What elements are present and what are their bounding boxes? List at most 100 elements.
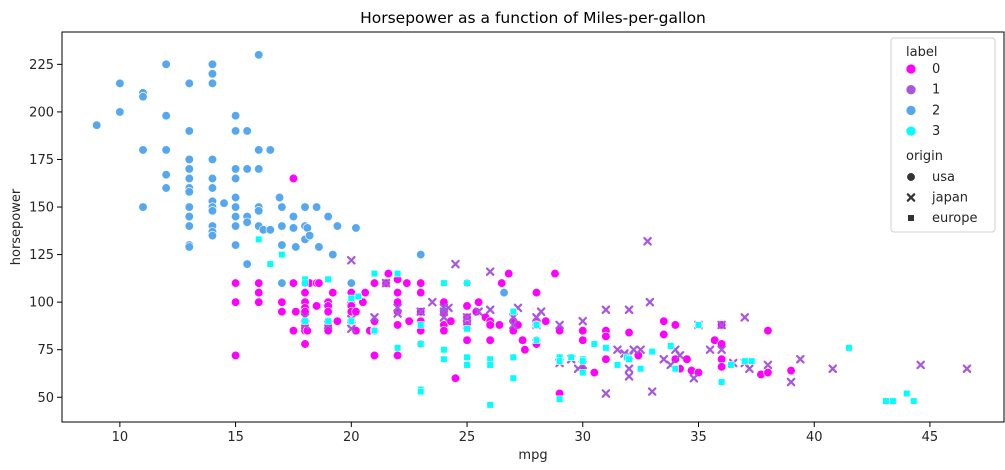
x-tick-label: 45 bbox=[922, 430, 939, 445]
data-point-label-0 bbox=[328, 287, 338, 298]
data-point-label-0 bbox=[624, 327, 634, 338]
data-point-label-1 bbox=[629, 345, 638, 355]
data-point-label-3 bbox=[394, 270, 402, 278]
data-point-label-2 bbox=[230, 221, 241, 231]
data-point-label-0 bbox=[485, 320, 495, 330]
data-point-label-3 bbox=[417, 340, 425, 348]
x-tick-label: 25 bbox=[459, 430, 476, 445]
data-point-label-0 bbox=[323, 307, 333, 317]
data-point-label-2 bbox=[254, 206, 264, 216]
data-point-label-2 bbox=[115, 107, 125, 117]
y-axis: 50 75 100 125 150 175 200 225 bbox=[29, 58, 62, 406]
data-point-label-3 bbox=[370, 270, 379, 278]
data-point-label-3 bbox=[463, 353, 471, 361]
data-point-label-2 bbox=[207, 206, 218, 216]
x-tick-label: 20 bbox=[343, 430, 360, 445]
data-point-label-0 bbox=[277, 297, 287, 307]
data-point-label-3 bbox=[417, 387, 425, 396]
data-point-label-0 bbox=[300, 339, 310, 349]
data-point-label-1 bbox=[763, 360, 773, 370]
data-point-label-0 bbox=[277, 307, 287, 317]
data-point-label-1 bbox=[462, 313, 472, 322]
data-point-label-2 bbox=[184, 221, 194, 231]
data-point-label-2 bbox=[184, 173, 194, 184]
data-point-label-0 bbox=[520, 345, 530, 355]
data-point-label-1 bbox=[624, 372, 634, 381]
x-axis-label: mpg bbox=[518, 448, 547, 463]
data-point-label-0 bbox=[311, 301, 322, 311]
data-point-label-3 bbox=[741, 357, 749, 365]
data-point-label-1 bbox=[439, 313, 449, 322]
data-point-label-0 bbox=[288, 326, 299, 336]
data-point-label-3 bbox=[845, 344, 853, 352]
data-point-label-1 bbox=[705, 345, 715, 355]
data-point-label-3 bbox=[727, 361, 735, 369]
data-point-label-2 bbox=[92, 120, 102, 130]
data-point-label-1 bbox=[347, 255, 356, 265]
y-tick-label: 225 bbox=[29, 58, 54, 73]
legend-hue-marker bbox=[905, 63, 917, 75]
data-point-label-0 bbox=[351, 326, 361, 336]
data-point-label-3 bbox=[613, 361, 622, 369]
data-point-label-2 bbox=[277, 278, 287, 288]
data-point-label-3 bbox=[590, 340, 598, 348]
legend-hue-title: label bbox=[906, 45, 937, 60]
data-point-label-0 bbox=[230, 297, 241, 307]
data-point-label-3 bbox=[556, 357, 564, 365]
data-point-label-2 bbox=[230, 202, 241, 212]
data-point-label-0 bbox=[763, 367, 773, 378]
data-point-label-1 bbox=[451, 259, 460, 269]
data-point-label-1 bbox=[601, 389, 611, 398]
y-axis-label: horsepower bbox=[9, 188, 24, 265]
data-point-label-2 bbox=[207, 230, 218, 241]
data-point-label-3 bbox=[509, 308, 517, 316]
y-tick-label: 125 bbox=[29, 248, 54, 263]
data-point-label-1 bbox=[717, 320, 726, 330]
y-tick-label: 200 bbox=[29, 105, 54, 120]
x-tick-label: 10 bbox=[112, 430, 129, 445]
data-point-label-3 bbox=[354, 292, 362, 301]
data-point-label-0 bbox=[589, 367, 599, 378]
data-point-label-0 bbox=[383, 268, 393, 279]
data-point-label-3 bbox=[463, 279, 471, 287]
data-point-label-1 bbox=[624, 305, 634, 315]
data-point-label-2 bbox=[254, 164, 264, 174]
x-axis: 10 15 20 25 30 35 40 45 bbox=[112, 422, 939, 445]
data-point-label-3 bbox=[532, 321, 541, 329]
data-point-label-0 bbox=[369, 350, 380, 361]
data-point-label-2 bbox=[184, 78, 194, 89]
y-tick-label: 150 bbox=[29, 201, 54, 216]
data-point-label-2 bbox=[242, 126, 252, 136]
data-point-label-0 bbox=[578, 335, 588, 345]
data-point-label-0 bbox=[404, 316, 414, 326]
data-point-label-0 bbox=[578, 326, 588, 336]
data-point-label-2 bbox=[138, 92, 148, 102]
data-point-label-2 bbox=[184, 202, 194, 212]
data-point-label-3 bbox=[347, 317, 355, 325]
legend-hue-label: 3 bbox=[932, 124, 940, 139]
data-point-label-0 bbox=[550, 268, 560, 279]
data-point-label-2 bbox=[161, 183, 171, 193]
data-point-label-2 bbox=[207, 59, 218, 69]
data-point-label-0 bbox=[670, 320, 680, 330]
data-point-label-2 bbox=[161, 145, 171, 155]
data-point-label-1 bbox=[962, 364, 972, 374]
data-point-label-3 bbox=[667, 342, 675, 350]
data-point-label-1 bbox=[474, 307, 483, 316]
legend-style-label: europe bbox=[932, 211, 978, 226]
data-point-label-0 bbox=[360, 287, 370, 298]
data-point-label-0 bbox=[494, 320, 505, 330]
legend-style-marker bbox=[906, 172, 916, 182]
data-point-label-2 bbox=[274, 192, 285, 203]
data-point-label-2 bbox=[332, 221, 343, 231]
data-point-label-2 bbox=[311, 202, 322, 212]
data-point-label-0 bbox=[716, 362, 727, 372]
data-point-label-2 bbox=[300, 202, 310, 212]
data-point-label-2 bbox=[291, 242, 301, 252]
data-point-label-2 bbox=[219, 198, 229, 208]
data-point-label-1 bbox=[578, 316, 588, 326]
x-tick-label: 15 bbox=[227, 430, 244, 445]
legend-style-title: origin bbox=[906, 149, 943, 164]
data-point-label-1 bbox=[444, 303, 453, 313]
legend-style-label: japan bbox=[931, 191, 968, 206]
